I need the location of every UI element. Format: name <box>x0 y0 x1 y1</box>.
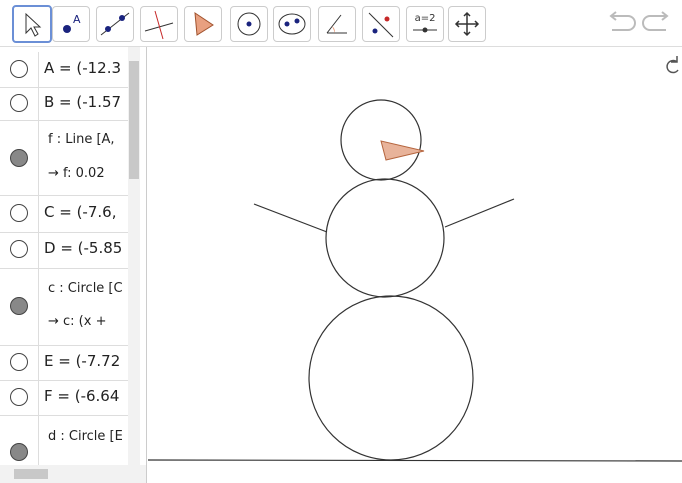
left-arm <box>254 204 327 232</box>
head-circle <box>341 100 421 180</box>
undo[interactable] <box>611 12 635 30</box>
toolbar: A a=2 <box>0 0 682 47</box>
perpendicular-tool[interactable] <box>140 6 178 42</box>
item-definition: f : Line [A, <box>48 132 115 147</box>
algebra-item[interactable]: D = (-5.85 <box>0 232 128 269</box>
item-value: → f: 0.02 <box>48 166 105 181</box>
right-arm <box>445 199 514 227</box>
algebra-item[interactable]: F = (-6.64 <box>0 380 128 416</box>
item-text: E = (-7.72 <box>44 352 120 370</box>
algebra-item[interactable]: f : Line [A, → f: 0.02 <box>0 120 128 196</box>
body-circle <box>326 179 444 297</box>
geogebra-window: {"toolbar":{"slider_tool_label":"a=2"}, … <box>0 0 682 483</box>
item-text: C = (-7.6, <box>44 203 116 221</box>
pan-tool[interactable] <box>448 6 486 42</box>
item-value: → c: (x + <box>48 314 106 329</box>
item-text: D = (-5.85 <box>44 239 122 257</box>
item-text: A = (-12.3 <box>44 59 121 77</box>
ground-line <box>148 460 682 461</box>
conic-tool[interactable] <box>273 6 311 42</box>
reflect-tool[interactable] <box>362 6 400 42</box>
item-definition: d : Circle [E <box>48 429 123 444</box>
item-definition: c : Circle [C <box>48 281 123 296</box>
item-text: B = (-1.57 <box>44 93 121 111</box>
vertical-scrollbar[interactable] <box>128 47 140 465</box>
algebra-view: A = (-12.3 B = (-1.57 f : Line [A, → f: … <box>0 47 147 483</box>
item-text: F = (-6.64 <box>44 387 119 405</box>
slider-tool[interactable]: a=2 <box>406 6 444 42</box>
refresh-icon[interactable] <box>667 56 678 73</box>
algebra-item[interactable]: A = (-12.3 <box>0 52 128 88</box>
base-circle <box>309 296 473 460</box>
move-tool[interactable] <box>12 5 52 43</box>
horizontal-scrollbar[interactable] <box>0 465 146 483</box>
angle-tool[interactable] <box>318 6 356 42</box>
polygon-tool[interactable] <box>184 6 222 42</box>
slider-label: a=2 <box>415 13 436 24</box>
algebra-item[interactable]: B = (-1.57 <box>0 87 128 121</box>
algebra-item[interactable]: c : Circle [C → c: (x + <box>0 268 128 346</box>
algebra-item[interactable]: C = (-7.6, <box>0 195 128 233</box>
algebra-item[interactable]: E = (-7.72 <box>0 345 128 381</box>
nose-triangle <box>381 141 424 160</box>
line-tool[interactable] <box>96 6 134 42</box>
circle-tool[interactable] <box>230 6 268 42</box>
point-tool[interactable]: A <box>52 6 90 42</box>
redo[interactable] <box>643 12 667 30</box>
svg-text:A: A <box>73 13 81 26</box>
